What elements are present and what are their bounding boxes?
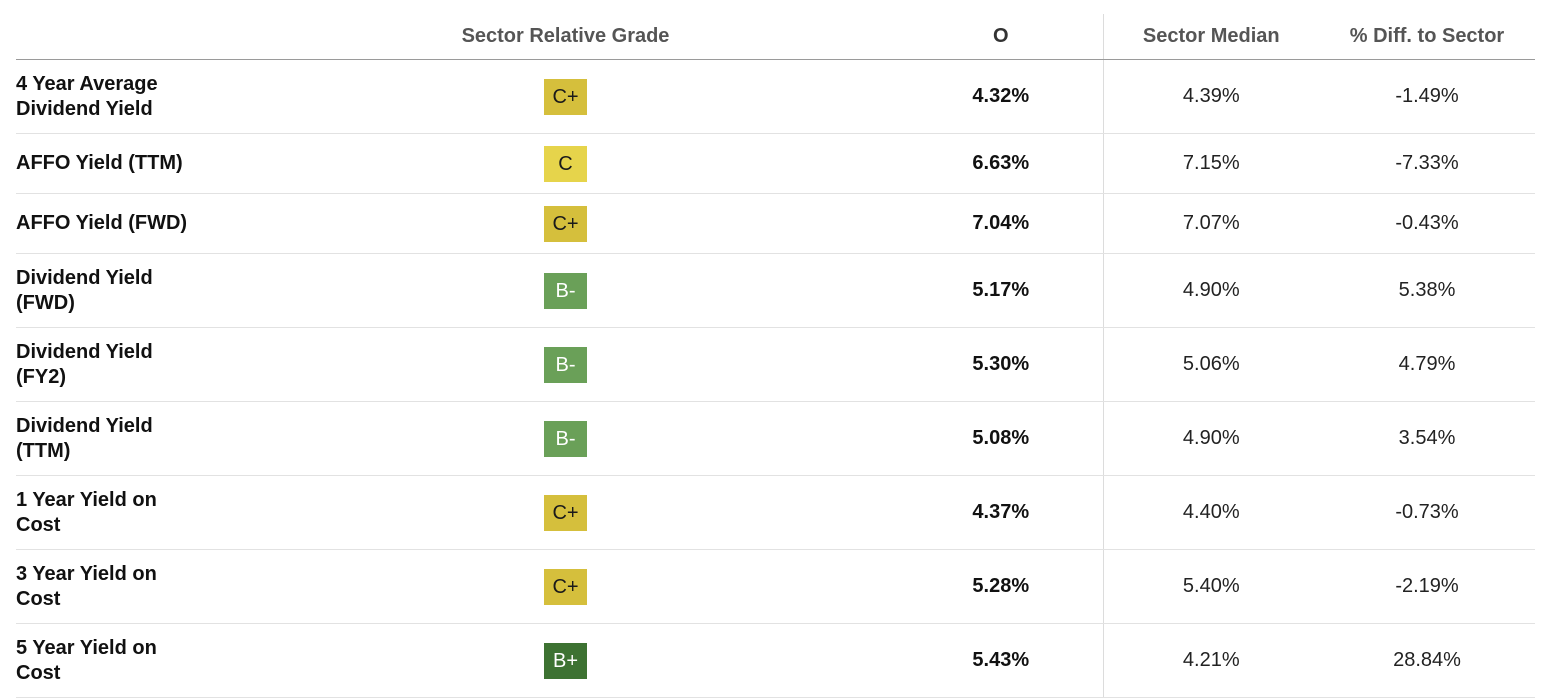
- grade-cell: C: [232, 133, 899, 194]
- ticker-value: 7.04%: [899, 193, 1103, 254]
- metric-name: 5 Year Yield on Cost: [16, 623, 232, 698]
- grade-cell: B-: [232, 253, 899, 328]
- grade-cell: C+: [232, 59, 899, 134]
- grade-badge: C+: [544, 78, 587, 115]
- table-row: 1 Year Yield on Cost C+ 4.37% 4.40% -0.73%: [16, 475, 1535, 550]
- header-ticker[interactable]: O: [899, 14, 1103, 60]
- metric-name: Dividend Yield (FY2): [16, 327, 232, 402]
- sector-median-value: 7.15%: [1102, 133, 1319, 194]
- ticker-value: 5.30%: [899, 327, 1103, 402]
- grade-badge: B-: [544, 272, 587, 309]
- ticker-value: 5.43%: [899, 623, 1103, 698]
- sector-median-value: 4.90%: [1102, 253, 1319, 328]
- diff-to-sector-value: -1.49%: [1319, 59, 1535, 134]
- grade-badge: C+: [544, 494, 587, 531]
- grade-cell: B-: [232, 401, 899, 476]
- diff-to-sector-value: -0.73%: [1319, 475, 1535, 550]
- ticker-value: 6.63%: [899, 133, 1103, 194]
- diff-to-sector-value: 4.79%: [1319, 327, 1535, 402]
- grade-badge: B-: [544, 346, 587, 383]
- sector-median-value: 4.21%: [1102, 623, 1319, 698]
- header-diff-to-sector[interactable]: % Diff. to Sector: [1319, 14, 1535, 60]
- header-row: Sector Relative Grade O Sector Median % …: [16, 14, 1535, 60]
- sector-median-value: 5.06%: [1102, 327, 1319, 402]
- metric-name: 3 Year Yield on Cost: [16, 549, 232, 624]
- sector-median-value: 4.39%: [1102, 59, 1319, 134]
- sector-median-value: 7.07%: [1102, 193, 1319, 254]
- ticker-value: 5.08%: [899, 401, 1103, 476]
- dividend-yield-grades-table: Sector Relative Grade O Sector Median % …: [16, 14, 1535, 698]
- header-metric: [16, 14, 232, 60]
- sector-median-value: 4.40%: [1102, 475, 1319, 550]
- ticker-value: 5.28%: [899, 549, 1103, 624]
- table-row: Dividend Yield (FWD) B- 5.17% 4.90% 5.38%: [16, 253, 1535, 328]
- diff-to-sector-value: -2.19%: [1319, 549, 1535, 624]
- grade-badge: B-: [544, 420, 587, 457]
- grade-badge: B+: [544, 642, 587, 679]
- ticker-value: 4.32%: [899, 59, 1103, 134]
- table-body: 4 Year Average Dividend Yield C+ 4.32% 4.39…: [16, 59, 1535, 698]
- diff-to-sector-value: 28.84%: [1319, 623, 1535, 698]
- table-header: Sector Relative Grade O Sector Median % …: [16, 14, 1535, 60]
- ticker-value: 5.17%: [899, 253, 1103, 328]
- metric-name: 4 Year Average Dividend Yield: [16, 59, 232, 134]
- grade-cell: C+: [232, 193, 899, 254]
- grade-badge: C: [544, 145, 587, 182]
- diff-to-sector-value: -7.33%: [1319, 133, 1535, 194]
- metric-name: Dividend Yield (FWD): [16, 253, 232, 328]
- grade-cell: B+: [232, 623, 899, 698]
- table-row: AFFO Yield (TTM) C 6.63% 7.15% -7.33%: [16, 133, 1535, 194]
- grade-cell: C+: [232, 475, 899, 550]
- metric-name: AFFO Yield (FWD): [16, 193, 232, 254]
- metric-name: AFFO Yield (TTM): [16, 133, 232, 194]
- diff-to-sector-value: -0.43%: [1319, 193, 1535, 254]
- grade-badge: C+: [544, 568, 587, 605]
- diff-to-sector-value: 3.54%: [1319, 401, 1535, 476]
- table-row: Dividend Yield (TTM) B- 5.08% 4.90% 3.54%: [16, 401, 1535, 476]
- table-row: 3 Year Yield on Cost C+ 5.28% 5.40% -2.19%: [16, 549, 1535, 624]
- grade-badge: C+: [544, 205, 587, 242]
- table-row: Dividend Yield (FY2) B- 5.30% 5.06% 4.79%: [16, 327, 1535, 402]
- header-sector-relative-grade[interactable]: Sector Relative Grade: [232, 14, 899, 60]
- grade-cell: B-: [232, 327, 899, 402]
- sector-median-value: 5.40%: [1102, 549, 1319, 624]
- dividend-yield-grades-table-container: Sector Relative Grade O Sector Median % …: [16, 14, 1535, 698]
- header-sector-median[interactable]: Sector Median: [1102, 14, 1319, 60]
- sector-median-value: 4.90%: [1102, 401, 1319, 476]
- metric-name: 1 Year Yield on Cost: [16, 475, 232, 550]
- table-row: AFFO Yield (FWD) C+ 7.04% 7.07% -0.43%: [16, 193, 1535, 254]
- metric-name: Dividend Yield (TTM): [16, 401, 232, 476]
- ticker-value: 4.37%: [899, 475, 1103, 550]
- table-row: 4 Year Average Dividend Yield C+ 4.32% 4.39…: [16, 59, 1535, 134]
- diff-to-sector-value: 5.38%: [1319, 253, 1535, 328]
- table-row: 5 Year Yield on Cost B+ 5.43% 4.21% 28.84%: [16, 623, 1535, 698]
- grade-cell: C+: [232, 549, 899, 624]
